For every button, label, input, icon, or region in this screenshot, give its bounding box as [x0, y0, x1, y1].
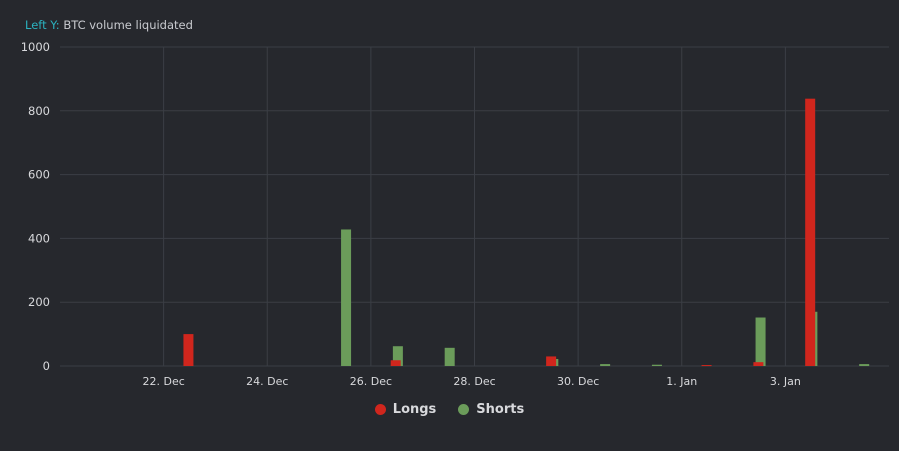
bar-shorts: [859, 364, 870, 366]
legend-item-longs[interactable]: Longs: [374, 402, 437, 417]
x-tick-label: 22. Dec: [142, 375, 184, 388]
bar-longs: [183, 334, 194, 366]
bar-shorts: [444, 347, 455, 366]
bar-shorts: [600, 364, 611, 366]
y-tick-label: 600: [28, 168, 50, 182]
bar-longs: [546, 356, 557, 366]
bar-shorts: [651, 364, 662, 366]
y-axis-caption-label: BTC volume liquidated: [63, 18, 193, 32]
x-tick-label: 3. Jan: [770, 375, 801, 388]
y-tick-label: 400: [28, 231, 50, 245]
legend: Longs Shorts: [0, 402, 899, 417]
y-axis-caption: Left Y: BTC volume liquidated: [25, 18, 193, 32]
bar-longs: [701, 365, 712, 367]
x-tick-label: 30. Dec: [557, 375, 599, 388]
legend-label: Longs: [392, 402, 437, 417]
x-tick-label: 26. Dec: [350, 375, 392, 388]
legend-item-shorts[interactable]: Shorts: [458, 402, 524, 417]
x-tick-label: 28. Dec: [453, 375, 495, 388]
y-axis-caption-prefix: Left Y:: [25, 18, 60, 32]
bar-longs: [390, 360, 401, 366]
legend-dot-icon: [374, 404, 386, 415]
y-tick-label: 1000: [21, 40, 50, 54]
y-tick-label: 200: [28, 295, 50, 309]
bar-shorts: [392, 346, 403, 366]
y-tick-label: 0: [43, 359, 50, 373]
bar-longs: [753, 362, 764, 366]
bar-shorts: [755, 317, 766, 366]
legend-label: Shorts: [476, 402, 525, 417]
legend-dot-icon: [458, 404, 470, 415]
y-tick-label: 800: [28, 104, 50, 118]
bar-shorts: [341, 229, 352, 366]
x-tick-label: 1. Jan: [666, 375, 697, 388]
bar-longs: [805, 98, 816, 366]
x-tick-label: 24. Dec: [246, 375, 288, 388]
